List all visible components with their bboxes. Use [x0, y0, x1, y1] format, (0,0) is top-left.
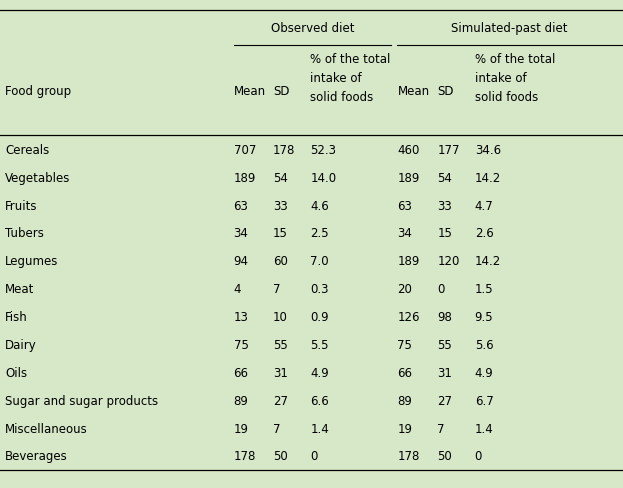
- Text: Vegetables: Vegetables: [5, 171, 70, 184]
- Text: % of the total
intake of
solid foods: % of the total intake of solid foods: [310, 53, 391, 104]
- Text: Meat: Meat: [5, 283, 34, 296]
- Text: Sugar and sugar products: Sugar and sugar products: [5, 394, 158, 407]
- Text: 33: 33: [437, 199, 452, 212]
- Text: 33: 33: [273, 199, 288, 212]
- Text: 9.5: 9.5: [475, 310, 493, 324]
- Text: 14.2: 14.2: [475, 171, 501, 184]
- Text: 0: 0: [310, 449, 318, 463]
- Text: 52.3: 52.3: [310, 143, 336, 157]
- Text: Fruits: Fruits: [5, 199, 37, 212]
- Text: Tubers: Tubers: [5, 227, 44, 240]
- Text: Fish: Fish: [5, 310, 28, 324]
- Text: 34.6: 34.6: [475, 143, 501, 157]
- Text: 20: 20: [397, 283, 412, 296]
- Text: 50: 50: [273, 449, 288, 463]
- Text: 63: 63: [397, 199, 412, 212]
- Text: 94: 94: [234, 255, 249, 268]
- Text: 19: 19: [397, 422, 412, 435]
- Text: 27: 27: [437, 394, 452, 407]
- Text: 55: 55: [437, 338, 452, 351]
- Text: 7.0: 7.0: [310, 255, 329, 268]
- Text: 189: 189: [234, 171, 256, 184]
- Text: 75: 75: [397, 338, 412, 351]
- Text: 178: 178: [273, 143, 295, 157]
- Text: Beverages: Beverages: [5, 449, 68, 463]
- Text: 15: 15: [273, 227, 288, 240]
- Text: 1.4: 1.4: [310, 422, 329, 435]
- Text: 50: 50: [437, 449, 452, 463]
- Text: 1.5: 1.5: [475, 283, 493, 296]
- Text: 14.0: 14.0: [310, 171, 336, 184]
- Text: 2.5: 2.5: [310, 227, 329, 240]
- Text: Cereals: Cereals: [5, 143, 49, 157]
- Text: 10: 10: [273, 310, 288, 324]
- Text: 89: 89: [397, 394, 412, 407]
- Text: 13: 13: [234, 310, 249, 324]
- Text: 27: 27: [273, 394, 288, 407]
- Text: Food group: Food group: [5, 84, 71, 98]
- Text: 31: 31: [273, 366, 288, 379]
- Text: 178: 178: [234, 449, 256, 463]
- Text: 177: 177: [437, 143, 460, 157]
- Text: 0.9: 0.9: [310, 310, 329, 324]
- Text: % of the total
intake of
solid foods: % of the total intake of solid foods: [475, 53, 555, 104]
- Text: Observed diet: Observed diet: [270, 22, 354, 35]
- Text: 4.9: 4.9: [475, 366, 493, 379]
- Text: 460: 460: [397, 143, 420, 157]
- Text: 178: 178: [397, 449, 420, 463]
- Text: Dairy: Dairy: [5, 338, 37, 351]
- Text: 7: 7: [437, 422, 445, 435]
- Text: 5.5: 5.5: [310, 338, 329, 351]
- Text: 15: 15: [437, 227, 452, 240]
- Text: 34: 34: [397, 227, 412, 240]
- Text: Simulated-past diet: Simulated-past diet: [452, 22, 568, 35]
- Text: Miscellaneous: Miscellaneous: [5, 422, 88, 435]
- Text: 1.4: 1.4: [475, 422, 493, 435]
- Text: 4: 4: [234, 283, 241, 296]
- Text: SD: SD: [437, 84, 454, 98]
- Text: SD: SD: [273, 84, 289, 98]
- Text: 55: 55: [273, 338, 288, 351]
- Text: 0.3: 0.3: [310, 283, 329, 296]
- Text: 189: 189: [397, 171, 420, 184]
- Text: 4.6: 4.6: [310, 199, 329, 212]
- Text: 14.2: 14.2: [475, 255, 501, 268]
- Text: 5.6: 5.6: [475, 338, 493, 351]
- Text: Oils: Oils: [5, 366, 27, 379]
- Text: 63: 63: [234, 199, 249, 212]
- Text: 6.6: 6.6: [310, 394, 329, 407]
- Text: 0: 0: [437, 283, 445, 296]
- Text: 89: 89: [234, 394, 249, 407]
- Text: 54: 54: [437, 171, 452, 184]
- Text: Mean: Mean: [397, 84, 430, 98]
- Text: 707: 707: [234, 143, 256, 157]
- Text: 7: 7: [273, 283, 280, 296]
- Text: 60: 60: [273, 255, 288, 268]
- Text: 2.6: 2.6: [475, 227, 493, 240]
- Text: 31: 31: [437, 366, 452, 379]
- Text: Legumes: Legumes: [5, 255, 59, 268]
- Text: 4.9: 4.9: [310, 366, 329, 379]
- Text: 126: 126: [397, 310, 420, 324]
- Text: Mean: Mean: [234, 84, 266, 98]
- Text: 75: 75: [234, 338, 249, 351]
- Text: 7: 7: [273, 422, 280, 435]
- Text: 120: 120: [437, 255, 460, 268]
- Text: 34: 34: [234, 227, 249, 240]
- Text: 4.7: 4.7: [475, 199, 493, 212]
- Text: 54: 54: [273, 171, 288, 184]
- Text: 19: 19: [234, 422, 249, 435]
- Text: 66: 66: [234, 366, 249, 379]
- Text: 66: 66: [397, 366, 412, 379]
- Text: 6.7: 6.7: [475, 394, 493, 407]
- Text: 189: 189: [397, 255, 420, 268]
- Text: 0: 0: [475, 449, 482, 463]
- Text: 98: 98: [437, 310, 452, 324]
